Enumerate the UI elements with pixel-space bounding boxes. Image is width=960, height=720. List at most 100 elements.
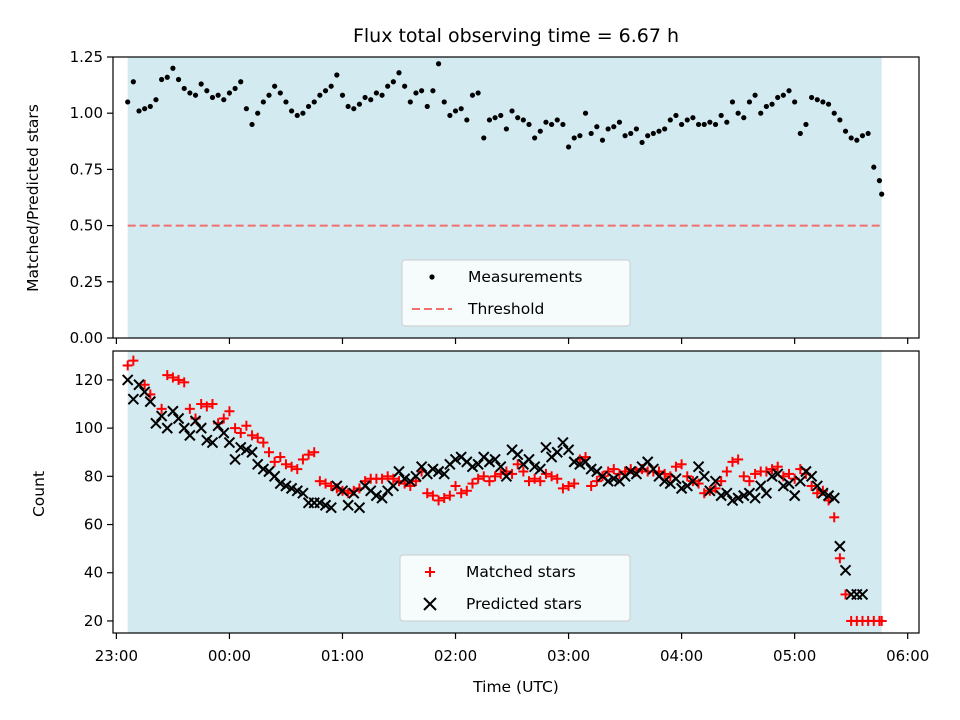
data-point [577,133,583,139]
data-point [385,83,391,89]
data-point [181,85,187,92]
x-tick-label: 00:00 [208,647,251,665]
matched-point [235,427,246,438]
data-point [842,128,849,134]
data-point [879,191,885,197]
data-point [565,144,572,150]
predicted-point [167,405,179,417]
matched-point [258,437,269,448]
matched-point [207,399,218,410]
data-point [153,97,159,103]
matched-point [484,476,495,487]
predicted-point [523,453,535,466]
data-point [537,128,543,134]
data-point [175,76,182,83]
matched-point [122,360,133,371]
legend-entry-label: Threshold [467,300,544,318]
data-point [865,130,871,137]
data-point [582,110,589,116]
top-y-axis-label: Matched/Predicted stars [24,104,42,292]
data-point [430,88,436,94]
data-point [526,121,532,128]
matched-point [812,488,823,499]
series-predicted-stars [121,374,869,601]
data-point [871,164,877,170]
y-tick-label: 60 [84,516,103,534]
data-point [775,94,781,101]
predicted-point [856,588,869,601]
data-point [571,135,577,141]
axes-frame [112,56,920,339]
legend-entry-label: Predicted stars [466,595,582,613]
matched-point [806,480,817,491]
data-point [560,121,566,128]
predicted-point [557,436,569,449]
predicted-point [834,540,846,552]
matched-point [608,464,619,475]
predicted-point [811,480,823,492]
matched-point [721,466,732,477]
predicted-point [562,444,575,456]
data-point [656,128,662,134]
data-point [543,119,549,125]
y-tick-label: 40 [84,564,103,582]
data-point [605,126,611,132]
predicted-point [223,436,236,449]
data-point [588,130,594,137]
data-point [814,97,820,103]
matched-point [224,406,235,417]
predicted-point [178,422,190,434]
data-point [758,110,764,116]
data-point [769,101,775,107]
data-point [498,112,504,119]
legend-entry-label: Matched stars [466,563,576,581]
matched-point [280,459,291,470]
data-point [837,117,843,123]
matched-point [427,490,438,501]
data-point [532,135,538,141]
data-point [159,76,165,83]
predicted-point [127,393,140,405]
data-point [469,92,476,98]
matched-point [388,473,399,484]
data-point [334,72,340,78]
predicted-point [161,422,173,434]
predicted-point [121,374,134,386]
data-point [520,117,526,123]
x-tick-label: 04:00 [660,647,703,665]
data-point [204,88,210,94]
matched-point [439,493,450,504]
matched-point [682,471,693,482]
legend: Measurements Threshold [401,259,631,327]
predicted-point [794,475,807,487]
matched-point [784,468,794,479]
matched-point [162,370,173,381]
data-point [170,65,176,71]
data-point [486,117,493,123]
predicted-point [393,465,405,478]
matched-point [829,512,840,523]
matched-point [382,471,393,482]
legend-marker [423,597,437,611]
predicted-point [579,456,592,468]
data-point [305,103,312,110]
x-tick-label: 06:00 [886,647,929,665]
predicted-point [184,429,196,442]
matched-point [405,480,416,491]
predicted-point [495,460,507,473]
predicted-point [551,446,563,458]
matched-point [156,403,167,414]
predicted-point [297,487,309,499]
predicted-point [138,386,151,398]
predicted-point [511,448,524,461]
predicted-point [376,492,388,504]
data-point [481,135,487,141]
matched-point [563,480,574,491]
predicted-point [387,480,400,492]
data-point [628,130,634,137]
predicted-point [670,473,682,485]
predicted-point [325,501,337,514]
data-point [407,99,413,105]
data-point [729,99,736,105]
predicted-point [540,441,552,454]
